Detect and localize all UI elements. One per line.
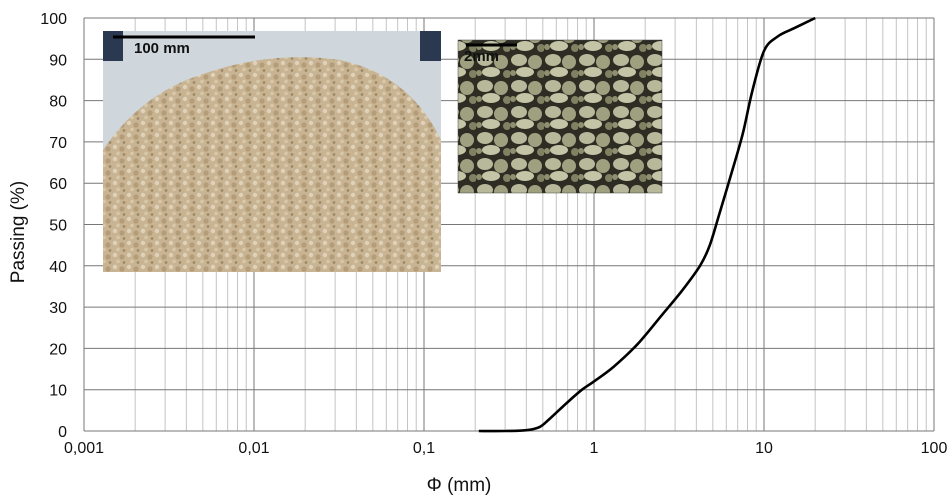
y-tick-label: 40 (49, 259, 67, 276)
x-tick-label: 10 (755, 440, 773, 457)
y-axis-title: Passing (%) (8, 181, 29, 283)
y-tick-label: 70 (49, 135, 67, 152)
y-tick-label: 30 (49, 300, 67, 317)
x-tick-labels: 0,001 0,01 0,1 1 10 100 (64, 440, 947, 457)
series-layer (478, 16, 816, 433)
grading-curve (478, 16, 816, 433)
x-tick-label: 1 (590, 440, 599, 457)
x-tick-label: 0,1 (413, 440, 435, 457)
y-tick-label: 100 (40, 11, 67, 28)
sample-photo: 100 mm (103, 31, 441, 273)
y-tick-label: 80 (49, 94, 67, 111)
x-tick-label: 0,01 (238, 440, 269, 457)
x-axis-title: Φ (mm) (427, 475, 492, 496)
y-tick-label: 20 (49, 341, 67, 358)
y-tick-labels: 0 10 20 30 40 50 60 70 80 90 100 (40, 11, 67, 441)
x-tick-label: 100 (921, 440, 948, 457)
y-tick-label: 90 (49, 52, 67, 69)
micro-photo: 2mm (457, 39, 663, 194)
sample-scale-label: 100 mm (134, 40, 190, 57)
micro-scale-label: 2mm (464, 48, 499, 65)
y-tick-label: 10 (49, 383, 67, 400)
x-tick-label: 0,001 (64, 440, 104, 457)
y-tick-label: 50 (49, 218, 67, 235)
y-tick-label: 0 (58, 424, 67, 441)
y-tick-label: 60 (49, 176, 67, 193)
